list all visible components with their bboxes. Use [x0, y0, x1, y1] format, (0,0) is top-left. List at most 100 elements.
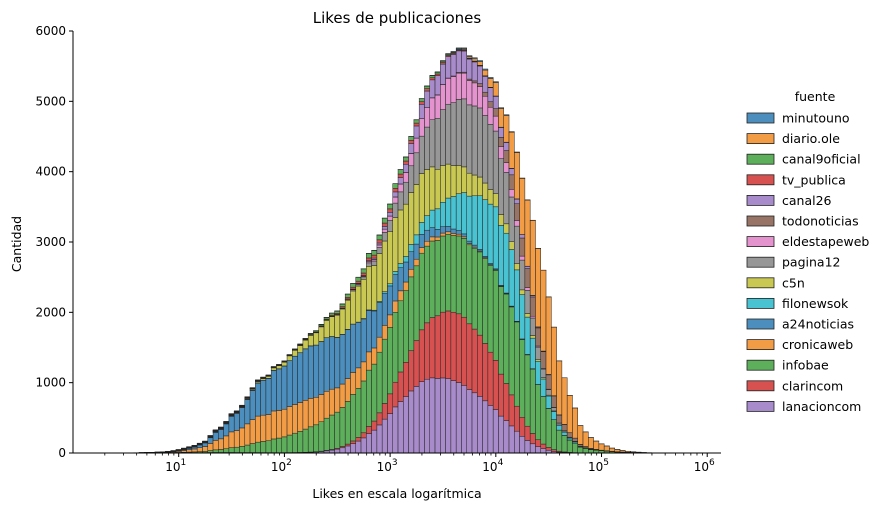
bar-c5n [524, 313, 531, 318]
bar-filonewsok [471, 195, 478, 246]
bar-a24noticias [344, 329, 351, 379]
bar-eldestapeweb [424, 107, 431, 128]
bar-c5n [429, 166, 436, 211]
bar-infobae [582, 448, 589, 454]
bar-c5n [498, 214, 504, 226]
bar-a24noticias [429, 227, 436, 238]
bar-clarincom [408, 350, 415, 392]
bar-infobae [297, 431, 304, 453]
bar-clarincom [551, 449, 557, 452]
bar-lanacioncom [455, 382, 462, 454]
bar-pagina12 [371, 260, 378, 266]
bar-diario.ole [556, 360, 563, 416]
bar-a24noticias [461, 233, 467, 238]
bar-clarincom [503, 383, 510, 421]
bar-minutouno [461, 47, 467, 50]
bar-pagina12 [387, 220, 394, 232]
x-tick-label: 104 [482, 458, 503, 474]
bar-eldestapeweb [376, 244, 383, 248]
bar-c5n [344, 299, 351, 330]
bar-c5n [461, 166, 467, 193]
bar-pagina12 [397, 191, 404, 211]
bar-cronicaweb [339, 383, 346, 408]
bar-lanacioncom [519, 436, 526, 454]
bar-infobae [588, 449, 594, 454]
bar-todonoticias [482, 91, 489, 97]
bar-lanacioncom [392, 406, 399, 454]
bar-infobae [281, 436, 288, 453]
bar-lanacioncom [540, 448, 547, 454]
bar-cronicaweb [323, 391, 330, 419]
legend-label-infobae: infobae [782, 358, 829, 373]
bar-cronicaweb [218, 438, 224, 450]
bar-infobae [455, 235, 462, 315]
bar-infobae [350, 394, 357, 442]
legend-label-canal26: canal26 [782, 193, 832, 208]
bar-canal26 [508, 168, 515, 176]
bar-c5n [286, 355, 293, 361]
bar-lanacioncom [381, 418, 388, 454]
bar-infobae [503, 293, 510, 384]
bar-cronicaweb [381, 325, 388, 340]
bar-tv_publica [381, 222, 388, 227]
bar-filonewsok [566, 437, 573, 441]
bar-filonewsok [545, 395, 552, 409]
bar-a24noticias [223, 423, 230, 437]
bar-clarincom [529, 433, 536, 445]
bar-diario.ole [561, 377, 568, 425]
bar-cronicaweb [196, 447, 203, 452]
bar-a24noticias [371, 310, 378, 349]
bar-clarincom [418, 329, 425, 382]
bar-cronicaweb [286, 406, 293, 436]
bar-filonewsok [466, 195, 473, 242]
bar-cronicaweb [424, 241, 431, 247]
bar-filonewsok [424, 215, 431, 231]
y-tick-label: 5000 [35, 94, 66, 108]
bar-canal9oficial [392, 183, 399, 189]
bar-diario.ole [603, 445, 610, 451]
bar-canal9oficial [381, 217, 388, 224]
bar-a24noticias [249, 390, 256, 420]
bar-c5n [366, 266, 372, 311]
bar-minutouno [482, 68, 489, 71]
bar-filonewsok [535, 360, 541, 385]
bar-c5n [487, 189, 494, 205]
bar-lanacioncom [344, 445, 351, 454]
bar-clarincom [344, 443, 351, 447]
bar-pagina12 [540, 368, 547, 378]
x-tick-label: 103 [377, 458, 398, 474]
bar-a24noticias [418, 234, 425, 248]
bar-a24noticias [297, 352, 304, 403]
bar-a24noticias [387, 285, 394, 316]
bar-c5n [281, 361, 288, 367]
bar-a24noticias [323, 337, 330, 392]
bar-filonewsok [440, 202, 446, 227]
bar-cronicaweb [276, 410, 283, 439]
legend-swatch-eldestapeweb [746, 236, 775, 248]
bar-canal26 [376, 242, 383, 246]
bar-infobae [566, 439, 573, 453]
bar-clarincom [360, 432, 367, 439]
bar-diario.ole [477, 61, 483, 66]
bar-infobae [519, 339, 526, 418]
bar-tv_publica [387, 208, 394, 213]
bar-eldestapeweb [440, 84, 446, 110]
bar-pagina12 [503, 172, 510, 225]
bar-diario.ole [524, 199, 531, 267]
bar-tv_publica [371, 254, 378, 259]
bar-eldestapeweb [434, 94, 441, 119]
bar-infobae [366, 369, 372, 427]
bar-lanacioncom [508, 425, 515, 454]
bar-c5n [371, 265, 378, 311]
bar-pagina12 [535, 346, 541, 360]
bar-c5n [514, 263, 520, 271]
bar-eldestapeweb [392, 196, 399, 204]
bar-clarincom [524, 425, 531, 441]
bar-todonoticias [540, 351, 547, 369]
legend-swatch-filonewsok [746, 297, 775, 309]
bar-c5n [408, 192, 415, 245]
bar-canal9oficial [418, 98, 425, 102]
legend-label-c5n: c5n [782, 275, 805, 290]
bar-lanacioncom [360, 437, 367, 454]
bar-a24noticias [466, 240, 473, 244]
